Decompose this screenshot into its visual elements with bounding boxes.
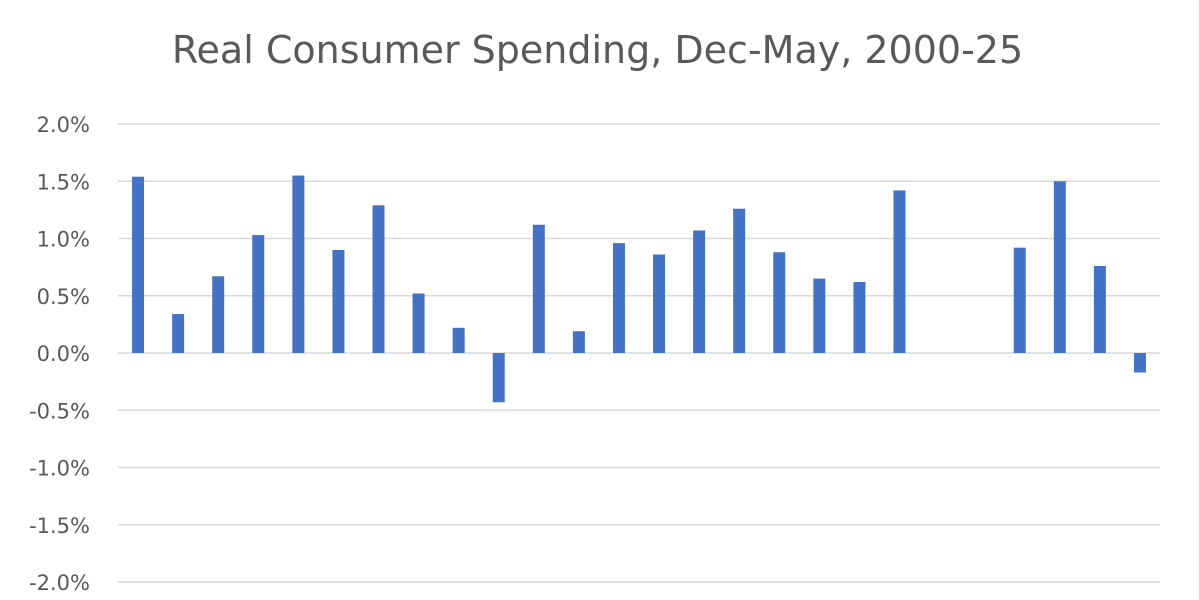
bar bbox=[612, 243, 625, 353]
bar bbox=[572, 331, 585, 353]
bar bbox=[773, 252, 786, 353]
bars bbox=[132, 175, 1146, 403]
bar bbox=[532, 224, 545, 353]
bar bbox=[212, 276, 225, 353]
y-tick-label: 1.0% bbox=[37, 228, 90, 252]
y-tick-label: 0.0% bbox=[37, 342, 90, 366]
y-tick-label: 0.5% bbox=[37, 285, 90, 309]
bar bbox=[252, 235, 265, 353]
y-tick-label: 1.5% bbox=[37, 170, 90, 194]
bar bbox=[332, 249, 345, 353]
bar bbox=[412, 293, 425, 353]
y-tick-label: -1.0% bbox=[29, 457, 90, 481]
y-axis-labels: 2.0% 1.5% 1.0% 0.5% 0.0% -0.5% -1.0% -1.5% -2.0% bbox=[29, 113, 90, 595]
bar bbox=[492, 353, 505, 403]
bar bbox=[853, 282, 866, 353]
bar bbox=[132, 176, 145, 353]
bar bbox=[292, 175, 305, 353]
bar bbox=[372, 205, 385, 353]
bar bbox=[693, 230, 706, 353]
bar bbox=[1133, 353, 1146, 373]
chart-title: Real Consumer Spending, Dec-May, 2000-25 bbox=[171, 28, 1024, 72]
bar bbox=[1053, 181, 1066, 353]
bar bbox=[452, 327, 465, 353]
bar bbox=[172, 314, 185, 353]
bar bbox=[813, 278, 826, 353]
y-tick-label: -2.0% bbox=[29, 571, 90, 595]
bar bbox=[733, 208, 746, 353]
bar bbox=[893, 190, 906, 353]
y-tick-label: -1.5% bbox=[29, 514, 90, 538]
bar bbox=[653, 254, 666, 353]
gridlines bbox=[118, 123, 1160, 583]
bar bbox=[1093, 265, 1106, 353]
y-tick-label: -0.5% bbox=[29, 399, 90, 423]
y-tick-label: 2.0% bbox=[37, 113, 90, 137]
bar bbox=[1013, 247, 1026, 353]
